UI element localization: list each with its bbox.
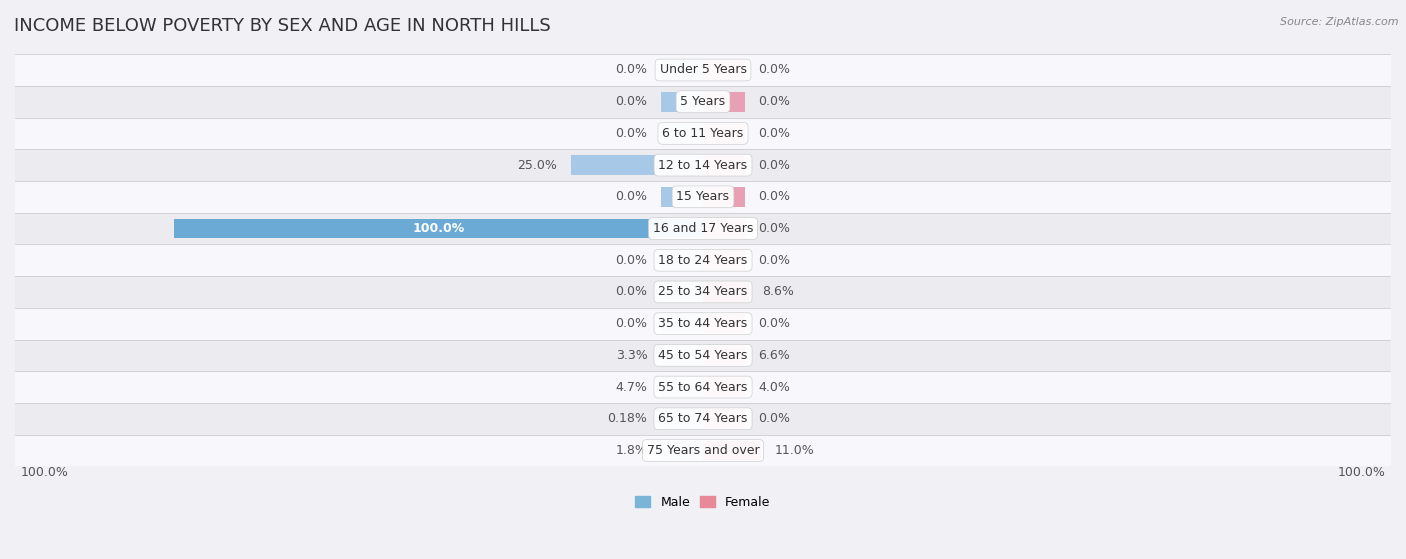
Text: 0.0%: 0.0% xyxy=(759,254,790,267)
Bar xyxy=(571,155,703,175)
Text: 0.0%: 0.0% xyxy=(759,413,790,425)
Text: 0.18%: 0.18% xyxy=(607,413,647,425)
Bar xyxy=(15,435,1391,466)
Bar xyxy=(703,219,745,238)
Text: 5 Years: 5 Years xyxy=(681,95,725,108)
Text: 55 to 64 Years: 55 to 64 Years xyxy=(658,381,748,394)
Text: 0.0%: 0.0% xyxy=(616,317,647,330)
Text: 0.0%: 0.0% xyxy=(759,317,790,330)
Bar xyxy=(174,219,703,238)
Text: 100.0%: 100.0% xyxy=(412,222,464,235)
Bar xyxy=(703,92,745,112)
Text: 3.3%: 3.3% xyxy=(616,349,647,362)
Text: 0.0%: 0.0% xyxy=(616,254,647,267)
Text: 35 to 44 Years: 35 to 44 Years xyxy=(658,317,748,330)
Text: 0.0%: 0.0% xyxy=(616,95,647,108)
Bar xyxy=(661,409,703,429)
Bar xyxy=(15,371,1391,403)
Bar xyxy=(15,308,1391,339)
Text: 18 to 24 Years: 18 to 24 Years xyxy=(658,254,748,267)
Text: 4.0%: 4.0% xyxy=(759,381,790,394)
Bar xyxy=(661,314,703,334)
Text: 65 to 74 Years: 65 to 74 Years xyxy=(658,413,748,425)
Bar xyxy=(661,440,703,460)
Text: INCOME BELOW POVERTY BY SEX AND AGE IN NORTH HILLS: INCOME BELOW POVERTY BY SEX AND AGE IN N… xyxy=(14,17,551,35)
Text: 45 to 54 Years: 45 to 54 Years xyxy=(658,349,748,362)
Text: 0.0%: 0.0% xyxy=(759,64,790,77)
Bar xyxy=(703,314,745,334)
Bar xyxy=(703,345,745,365)
Text: 75 Years and over: 75 Years and over xyxy=(647,444,759,457)
Text: 0.0%: 0.0% xyxy=(616,64,647,77)
Bar xyxy=(703,155,745,175)
Bar xyxy=(703,440,761,460)
Bar xyxy=(661,92,703,112)
Bar xyxy=(15,244,1391,276)
Bar xyxy=(703,250,745,270)
Bar xyxy=(15,276,1391,308)
Text: 11.0%: 11.0% xyxy=(775,444,814,457)
Bar xyxy=(703,124,745,143)
Bar xyxy=(661,345,703,365)
Bar xyxy=(703,409,745,429)
Bar xyxy=(703,377,745,397)
Bar xyxy=(703,187,745,207)
Bar xyxy=(703,282,748,302)
Text: 1.8%: 1.8% xyxy=(616,444,647,457)
Bar xyxy=(661,377,703,397)
Text: 16 and 17 Years: 16 and 17 Years xyxy=(652,222,754,235)
Bar xyxy=(15,181,1391,212)
Text: Source: ZipAtlas.com: Source: ZipAtlas.com xyxy=(1281,17,1399,27)
Text: 25 to 34 Years: 25 to 34 Years xyxy=(658,286,748,299)
Text: 100.0%: 100.0% xyxy=(20,466,67,480)
Text: 0.0%: 0.0% xyxy=(616,286,647,299)
Text: 0.0%: 0.0% xyxy=(759,127,790,140)
Bar xyxy=(661,282,703,302)
Bar xyxy=(15,86,1391,117)
Bar xyxy=(15,117,1391,149)
Text: 8.6%: 8.6% xyxy=(762,286,793,299)
Bar xyxy=(15,212,1391,244)
Text: 0.0%: 0.0% xyxy=(759,222,790,235)
Legend: Male, Female: Male, Female xyxy=(630,491,776,514)
Bar xyxy=(661,124,703,143)
Bar xyxy=(661,187,703,207)
Bar xyxy=(661,60,703,80)
Bar xyxy=(15,339,1391,371)
Text: 0.0%: 0.0% xyxy=(759,95,790,108)
Bar xyxy=(15,403,1391,435)
Text: 12 to 14 Years: 12 to 14 Years xyxy=(658,159,748,172)
Text: 15 Years: 15 Years xyxy=(676,190,730,203)
Text: 100.0%: 100.0% xyxy=(1339,466,1386,480)
Bar xyxy=(661,250,703,270)
Text: 6 to 11 Years: 6 to 11 Years xyxy=(662,127,744,140)
Bar xyxy=(703,60,745,80)
Text: 4.7%: 4.7% xyxy=(616,381,647,394)
Bar xyxy=(15,149,1391,181)
Text: 25.0%: 25.0% xyxy=(517,159,557,172)
Text: 0.0%: 0.0% xyxy=(616,190,647,203)
Bar xyxy=(15,54,1391,86)
Text: Under 5 Years: Under 5 Years xyxy=(659,64,747,77)
Text: 0.0%: 0.0% xyxy=(759,159,790,172)
Text: 0.0%: 0.0% xyxy=(759,190,790,203)
Text: 6.6%: 6.6% xyxy=(759,349,790,362)
Text: 0.0%: 0.0% xyxy=(616,127,647,140)
